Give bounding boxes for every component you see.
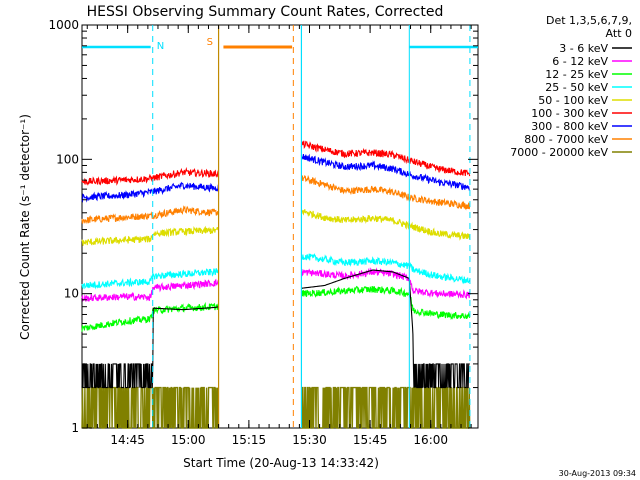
series-line [81,301,219,332]
annotation-label: N [157,41,164,52]
series-line [81,181,219,203]
series-line [81,306,219,389]
legend-entry: 3 - 6 keV [559,42,632,55]
x-tick-label: 15:30 [292,433,327,447]
plot-frame [81,24,479,429]
x-axis-label: Start Time (20-Aug-13 14:33:42) [183,456,379,470]
x-tick-label: 15:00 [171,433,206,447]
series-25-50kev [81,252,471,290]
x-tick-label: 16:00 [413,433,448,447]
x-tick-label: 15:15 [232,433,267,447]
legend-entry: 7000 - 20000 keV [510,146,632,159]
series-line [300,153,470,191]
legend-label: 100 - 300 keV [531,107,608,120]
legend-entry: 6 - 12 keV [552,55,632,68]
y-tick-label: 10 [64,287,79,301]
legend-header: Att 0 [606,27,632,40]
legend-entry: 300 - 800 keV [531,120,632,133]
y-tick-label: 100 [56,152,79,166]
series-line [81,225,219,246]
legend-entry: 12 - 25 keV [545,68,632,81]
legend-label: 3 - 6 keV [559,42,608,55]
legend-label: 6 - 12 keV [552,55,608,68]
x-tick-label: 15:45 [353,433,388,447]
series-line [300,285,471,321]
series-line [301,386,471,429]
legend-header: Det 1,3,5,6,7,9, [546,14,632,27]
y-axis-label: Corrected Count Rate (s⁻¹ detector⁻¹) [18,114,32,340]
legend-entry: 25 - 50 keV [545,81,632,94]
legend-entry: 100 - 300 keV [531,107,632,120]
annotation-n: N [82,25,478,428]
legend-label: 300 - 800 keV [531,120,608,133]
chart-title: HESSI Observing Summary Count Rates, Cor… [87,4,444,20]
series-line [301,209,471,241]
series-line [300,174,471,211]
series-6-12kev [81,267,471,302]
series-line [81,268,219,290]
legend-label: 25 - 50 keV [545,81,608,94]
date-stamp: 30-Aug-2013 09:34 [559,469,636,478]
annotation-label: S [207,37,213,48]
legend-label: 7000 - 20000 keV [510,146,608,159]
y-tick-label: 1000 [48,18,79,32]
series-line [301,269,470,389]
series-line [300,140,471,177]
y-tick-label: 1 [71,421,79,435]
series-line [81,205,219,225]
series-50-100kev [81,209,471,246]
x-tick-label: 14:45 [110,433,145,447]
series-7000-20000kev [81,386,471,429]
annotation-s: S [207,25,294,428]
series-line [81,278,219,302]
x-axis: 14:45 15:00 15:15 15:30 15:45 16:00 [86,25,472,447]
legend-label: 50 - 100 keV [538,94,608,107]
series-line [81,166,219,186]
legend-label: 12 - 25 keV [545,68,608,81]
series-3-6kev [81,269,470,389]
series-300-800kev [81,153,470,203]
legend-label: 800 - 7000 keV [524,133,608,146]
legend-entry: 50 - 100 keV [538,94,632,107]
series-800-7000kev [81,174,471,225]
series-100-300kev [81,140,471,186]
series-line [300,252,471,285]
series-line [81,386,219,429]
y-axis: 1 10 100 1000 [48,18,478,435]
legend-entry: 800 - 7000 keV [524,133,632,146]
